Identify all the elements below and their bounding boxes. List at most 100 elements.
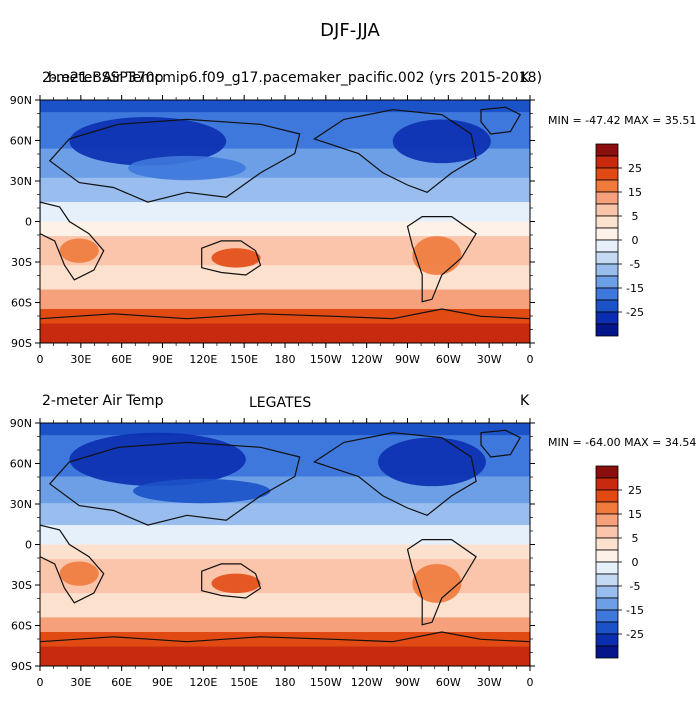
coastline (40, 524, 105, 604)
coastline (40, 631, 530, 643)
lat-tick-label: 60N (10, 135, 32, 148)
field-fill (40, 100, 530, 343)
lat-tick-label: 60S (11, 297, 32, 310)
field-band (40, 100, 530, 113)
field-region (378, 437, 486, 487)
lat-tick-label: 30S (11, 256, 32, 269)
colorbar-swatch (595, 513, 619, 527)
lat-tick-label: 90N (10, 94, 32, 107)
colorbar-swatch (595, 143, 619, 157)
colorbar-label: -5 (630, 258, 641, 271)
lon-tick-label: 30W (477, 676, 502, 689)
lon-tick-label: 120E (189, 353, 217, 366)
panel1-map: 0 30E 60E 90E 120E 150E 180 150W 120W 90W 60W 30W 09… (10, 94, 535, 366)
colorbar-swatch (595, 287, 619, 301)
colorbar-swatch (595, 275, 619, 289)
panel2-map: 0 30E 60E 90E 120E 150E 180 150W 120W 90W 60W 30W 09… (10, 417, 535, 689)
lon-tick-label: 150E (230, 353, 258, 366)
colorbar-label: -5 (630, 580, 641, 593)
coastline (48, 441, 301, 526)
field-region (128, 155, 246, 181)
field-region (412, 236, 462, 275)
colorbar-swatch (595, 597, 619, 611)
panel2-left-title: 2-meter Air Temp (42, 393, 164, 409)
panel1-units: K (520, 70, 530, 86)
field-band (40, 323, 530, 343)
colorbar-label: -25 (626, 306, 644, 319)
field-band (40, 544, 530, 560)
lon-tick-label: 60E (111, 676, 132, 689)
colorbar-label: 25 (628, 162, 642, 175)
colorbar-swatch (595, 215, 619, 229)
lon-tick-label: 30W (477, 353, 502, 366)
lon-tick-label: 60W (436, 353, 461, 366)
coastline (313, 432, 477, 516)
colorbar-swatch (595, 477, 619, 491)
lat-tick-label: 90S (11, 660, 32, 673)
lon-tick-label: 120W (351, 353, 383, 366)
colorbar-swatch (595, 191, 619, 205)
field-band (40, 593, 530, 618)
panel2-units: K (520, 393, 530, 409)
colorbar-swatch (595, 179, 619, 193)
coastline (48, 118, 301, 203)
figure-title: DJF-JJA (320, 20, 380, 41)
field-region (69, 432, 246, 487)
field-band (40, 631, 530, 648)
lat-tick-label: 30N (10, 498, 32, 511)
coastline (480, 429, 522, 458)
lat-tick-label: 0 (25, 539, 32, 552)
lon-tick-label: 90E (152, 676, 173, 689)
colorbar-swatch (595, 645, 619, 659)
lon-tick-label: 0 (527, 353, 534, 366)
field-band (40, 646, 530, 666)
lon-tick-label: 90W (395, 353, 420, 366)
lon-tick-label: 180 (275, 676, 296, 689)
field-region (412, 563, 462, 603)
lon-tick-label: 60E (111, 353, 132, 366)
panel1-left-title: 2-meter Air Temp (42, 70, 164, 86)
colorbar-label: 15 (628, 186, 642, 199)
lat-tick-label: 60N (10, 458, 32, 471)
colorbar-swatch (595, 621, 619, 635)
lon-tick-label: 0 (37, 353, 44, 366)
field-band (40, 202, 530, 222)
field-fill (40, 423, 530, 666)
coastline (313, 109, 477, 193)
colorbar-label: 5 (632, 532, 639, 545)
colorbar-swatch (595, 239, 619, 253)
colorbar-label: -25 (626, 628, 644, 641)
field-band (40, 177, 530, 203)
lon-tick-label: 30E (70, 353, 91, 366)
colorbar-swatch (595, 465, 619, 479)
panel1-minmax: MIN = -47.42 MAX = 35.51 (548, 114, 697, 127)
colorbar-swatch (595, 525, 619, 539)
field-band (40, 503, 530, 526)
colorbar-label: 25 (628, 484, 642, 497)
lon-tick-label: 150E (230, 676, 258, 689)
colorbar-swatch (595, 489, 619, 503)
panel2-minmax: MIN = -64.00 MAX = 34.54 (548, 436, 697, 449)
lat-tick-label: 90S (11, 337, 32, 350)
panel2-colorbar: 25 15 5 0 -5 -15 -25 (595, 465, 644, 659)
coastline (40, 201, 105, 281)
field-band (40, 265, 530, 291)
colorbar-label: -15 (626, 604, 644, 617)
lon-tick-label: 0 (37, 676, 44, 689)
colorbar-swatch (595, 537, 619, 551)
field-band (40, 308, 530, 325)
lat-tick-label: 90N (10, 417, 32, 430)
colorbar-swatch (595, 203, 619, 217)
colorbar-swatch (595, 585, 619, 599)
colorbar-label: 0 (632, 556, 639, 569)
panel2-center-title: LEGATES (249, 395, 312, 411)
colorbar-swatch (595, 561, 619, 575)
colorbar-swatch (595, 167, 619, 181)
field-region (211, 573, 261, 594)
lon-tick-label: 150W (310, 353, 342, 366)
field-band (40, 221, 530, 237)
lon-tick-label: 90E (152, 353, 173, 366)
colorbar-label: 0 (632, 234, 639, 247)
lon-tick-label: 60W (436, 676, 461, 689)
lat-tick-label: 30N (10, 175, 32, 188)
